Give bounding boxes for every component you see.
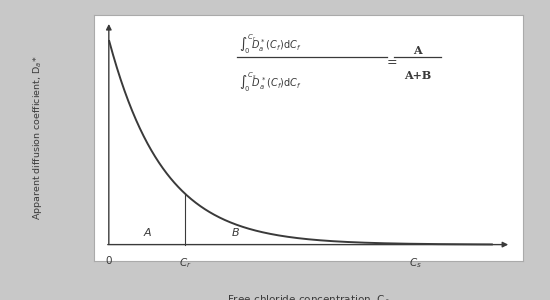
Text: B: B — [232, 229, 240, 238]
Text: 0: 0 — [106, 256, 112, 266]
Text: Free chloride concentration, C$_f$: Free chloride concentration, C$_f$ — [227, 293, 389, 300]
Text: $C_s$: $C_s$ — [409, 256, 422, 270]
Text: A: A — [413, 45, 422, 56]
Text: $\int_{\!0}^{C_s}\!\!D_a^*(C_f)\mathrm{d}C_f$: $\int_{\!0}^{C_s}\!\!D_a^*(C_f)\mathrm{d… — [239, 70, 302, 94]
Text: $\int_{\!0}^{C_r}\!\!D_a^*(C_f)\mathrm{d}C_f$: $\int_{\!0}^{C_r}\!\!D_a^*(C_f)\mathrm{d… — [239, 32, 301, 56]
Text: A+B: A+B — [404, 70, 431, 81]
Text: =: = — [386, 56, 397, 70]
Text: A: A — [144, 229, 151, 238]
Text: $C_r$: $C_r$ — [179, 256, 192, 270]
Text: Apparent diffusion coefficient, D$_a$*: Apparent diffusion coefficient, D$_a$* — [31, 56, 44, 220]
